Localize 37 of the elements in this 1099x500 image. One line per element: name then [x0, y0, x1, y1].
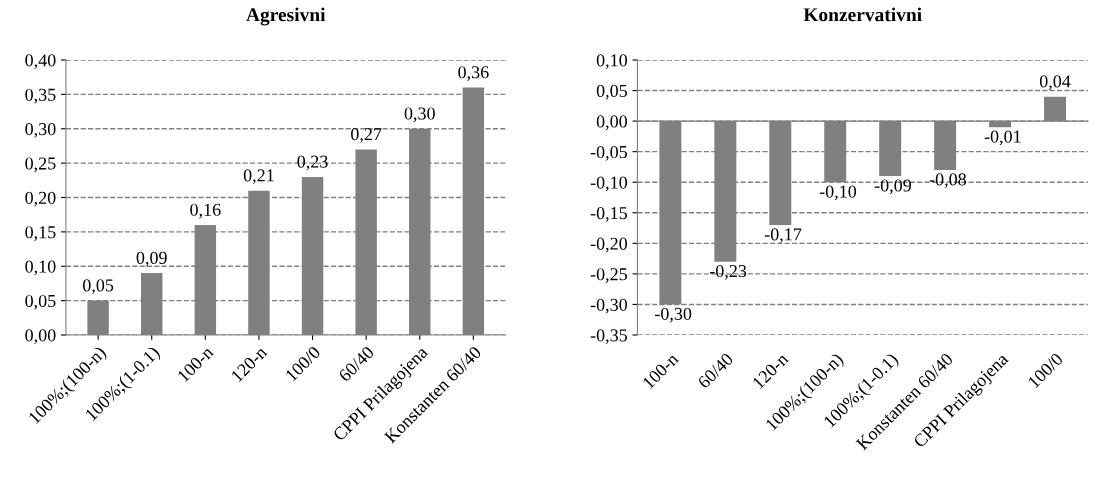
y-tick-label: -0,30	[590, 298, 628, 314]
y-tick-label: 0,20	[25, 191, 56, 207]
data-label: 0,09	[136, 251, 167, 267]
data-label: -0,30	[655, 307, 692, 323]
data-label: -0,08	[929, 173, 966, 189]
data-label: 0,23	[297, 155, 328, 171]
y-tick-label: -0,15	[590, 207, 627, 222]
data-label: 0,30	[404, 107, 435, 123]
data-label: 0,21	[243, 169, 274, 185]
y-tick-label: 0,10	[596, 54, 628, 70]
data-label: -0,01	[984, 130, 1021, 146]
data-label: 0,04	[1039, 75, 1071, 91]
y-tick-label: -0,10	[590, 176, 628, 192]
data-label: 0,36	[458, 66, 489, 81]
y-tick-label: -0,35	[590, 329, 627, 345]
y-tick-label: 0,05	[25, 294, 56, 310]
data-label: -0,09	[874, 179, 911, 195]
y-tick-label: 0,10	[25, 260, 56, 276]
y-tick-label: 0,25	[25, 157, 56, 173]
chart-title: Konzervativni	[803, 7, 922, 22]
data-label: -0,23	[709, 264, 747, 280]
y-tick-label: -0,05	[590, 145, 627, 161]
data-label: 0,05	[83, 279, 114, 295]
y-tick-label: -0,25	[590, 268, 627, 283]
y-tick-label: 0,35	[25, 88, 56, 104]
y-tick-label: 0,00	[25, 329, 56, 345]
data-label: 0,27	[351, 128, 382, 143]
y-tick-label: 0,40	[25, 54, 56, 70]
data-label: -0,10	[819, 185, 857, 201]
data-label: -0,17	[764, 228, 802, 244]
data-label: 0,16	[190, 203, 221, 219]
y-tick-label: 0,00	[596, 115, 628, 131]
y-tick-label: -0,20	[590, 237, 628, 253]
y-tick-label: 0,15	[25, 226, 56, 241]
y-tick-label: 0,05	[596, 84, 627, 100]
chart-title: Agresivni	[246, 7, 326, 26]
y-tick-label: 0,30	[25, 123, 56, 138]
